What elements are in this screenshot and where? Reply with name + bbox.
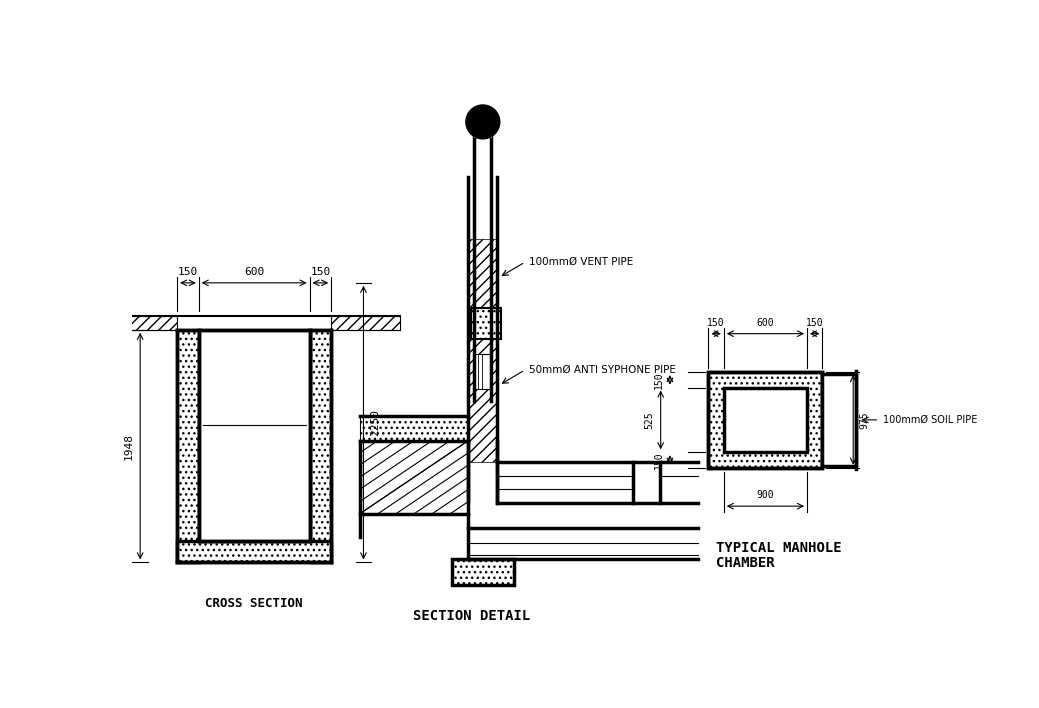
Bar	[310, 330, 331, 562]
Text: 150: 150	[806, 317, 824, 328]
Bar	[724, 387, 807, 452]
Text: 50mmØ ANTI SYPHONE PIPE: 50mmØ ANTI SYPHONE PIPE	[529, 365, 676, 375]
Text: TYPICAL MANHOLE: TYPICAL MANHOLE	[716, 541, 842, 555]
Text: 525: 525	[644, 411, 655, 429]
Bar	[469, 239, 498, 462]
Text: SECTION DETAIL: SECTION DETAIL	[412, 609, 530, 622]
Text: 2250: 2250	[370, 409, 379, 436]
Bar	[709, 372, 823, 468]
Text: 150: 150	[654, 371, 664, 389]
Bar	[331, 316, 400, 330]
Text: 150: 150	[311, 267, 330, 277]
Bar	[709, 372, 823, 468]
Circle shape	[763, 418, 768, 422]
Bar	[498, 476, 633, 489]
Bar	[660, 476, 698, 503]
Bar	[198, 330, 310, 541]
Text: 900: 900	[756, 490, 774, 500]
Bar	[475, 355, 491, 389]
Text: CHAMBER: CHAMBER	[716, 556, 775, 570]
Text: 150: 150	[708, 317, 725, 328]
Text: 1948: 1948	[124, 433, 134, 459]
Text: 600: 600	[244, 267, 264, 277]
Bar	[469, 527, 698, 543]
Bar	[823, 374, 856, 466]
Text: 975: 975	[859, 411, 870, 429]
Bar	[633, 462, 660, 503]
Text: 150: 150	[654, 451, 664, 469]
Bar	[104, 316, 177, 330]
Circle shape	[465, 105, 500, 139]
Text: 100mmØ VENT PIPE: 100mmØ VENT PIPE	[529, 257, 634, 267]
Text: CROSS SECTION: CROSS SECTION	[206, 597, 303, 610]
Text: 100mmØ SOIL PIPE: 100mmØ SOIL PIPE	[883, 415, 978, 425]
Bar	[177, 541, 331, 562]
Bar	[177, 330, 198, 562]
Bar	[452, 559, 513, 586]
Text: 150: 150	[178, 267, 198, 277]
Bar	[359, 416, 469, 440]
Bar	[472, 308, 501, 339]
Text: 600: 600	[756, 317, 774, 328]
